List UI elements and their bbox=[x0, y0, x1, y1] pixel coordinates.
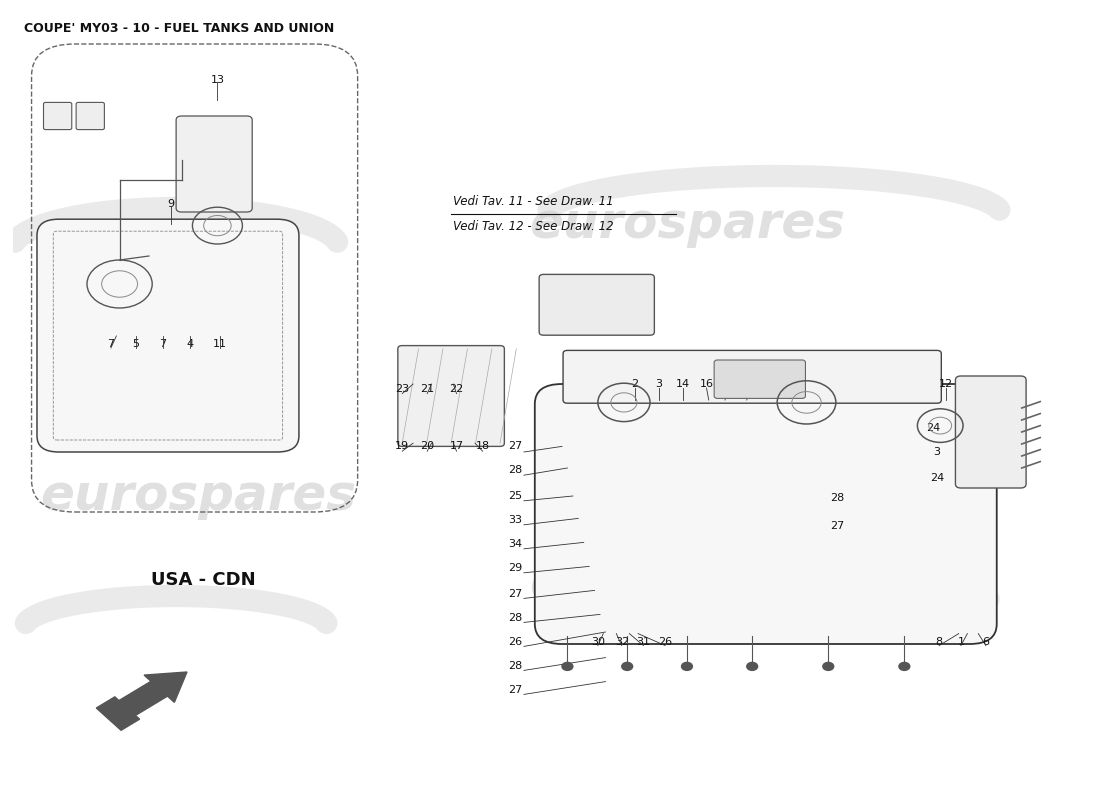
Polygon shape bbox=[97, 697, 140, 730]
Text: 3: 3 bbox=[934, 447, 940, 457]
FancyBboxPatch shape bbox=[176, 116, 252, 212]
Text: 24: 24 bbox=[926, 423, 940, 433]
Text: 35: 35 bbox=[46, 106, 60, 115]
Text: 23: 23 bbox=[395, 384, 409, 394]
FancyBboxPatch shape bbox=[714, 360, 805, 398]
Text: eurospares: eurospares bbox=[529, 560, 845, 608]
Circle shape bbox=[682, 662, 692, 670]
Text: 3: 3 bbox=[656, 379, 662, 389]
Circle shape bbox=[899, 662, 910, 670]
FancyBboxPatch shape bbox=[37, 219, 299, 452]
Text: 27: 27 bbox=[508, 685, 522, 694]
Circle shape bbox=[621, 662, 632, 670]
Text: 14: 14 bbox=[675, 379, 690, 389]
Text: 9: 9 bbox=[167, 199, 174, 209]
Text: 13: 13 bbox=[210, 75, 224, 85]
Circle shape bbox=[823, 662, 834, 670]
Text: 25: 25 bbox=[508, 491, 522, 501]
Text: 2: 2 bbox=[631, 379, 638, 389]
Text: 36: 36 bbox=[80, 106, 94, 115]
Text: 8: 8 bbox=[936, 637, 943, 646]
FancyBboxPatch shape bbox=[539, 274, 654, 335]
FancyBboxPatch shape bbox=[535, 384, 997, 644]
Text: 11: 11 bbox=[212, 339, 227, 349]
Text: 30: 30 bbox=[591, 637, 605, 646]
Text: 26: 26 bbox=[508, 637, 522, 646]
Text: USA - CDN: USA - CDN bbox=[151, 571, 255, 589]
Text: 21: 21 bbox=[420, 384, 434, 394]
Text: 2: 2 bbox=[747, 379, 754, 389]
Text: 28: 28 bbox=[508, 466, 522, 475]
Text: 27: 27 bbox=[508, 442, 522, 451]
Text: 4: 4 bbox=[187, 339, 194, 349]
Text: 26: 26 bbox=[658, 637, 672, 646]
Text: eurospares: eurospares bbox=[40, 472, 356, 520]
Circle shape bbox=[562, 662, 573, 670]
Text: 27: 27 bbox=[829, 522, 844, 531]
Text: 19: 19 bbox=[395, 442, 409, 451]
Text: 20: 20 bbox=[420, 442, 434, 451]
Text: Vedi Tav. 12 - See Draw. 12: Vedi Tav. 12 - See Draw. 12 bbox=[453, 220, 614, 233]
Text: 29: 29 bbox=[508, 563, 522, 573]
Text: 32: 32 bbox=[615, 637, 629, 646]
FancyBboxPatch shape bbox=[76, 102, 104, 130]
Text: 13: 13 bbox=[960, 379, 975, 389]
Text: 12: 12 bbox=[938, 379, 953, 389]
Text: 6: 6 bbox=[982, 637, 989, 646]
Text: 28: 28 bbox=[508, 661, 522, 670]
Text: 27: 27 bbox=[508, 589, 522, 598]
Text: 1: 1 bbox=[957, 637, 965, 646]
Text: 34: 34 bbox=[508, 539, 522, 549]
FancyBboxPatch shape bbox=[563, 350, 942, 403]
Text: 16: 16 bbox=[700, 379, 714, 389]
FancyBboxPatch shape bbox=[44, 102, 72, 130]
Text: 18: 18 bbox=[475, 442, 490, 451]
FancyBboxPatch shape bbox=[956, 376, 1026, 488]
Text: 15: 15 bbox=[722, 379, 735, 389]
Text: 7: 7 bbox=[108, 339, 114, 349]
Text: 4: 4 bbox=[988, 379, 994, 389]
Text: 33: 33 bbox=[508, 515, 522, 525]
Text: 22: 22 bbox=[450, 384, 464, 394]
Text: 28: 28 bbox=[829, 493, 844, 502]
Text: Vedi Tav. 11 - See Draw. 11: Vedi Tav. 11 - See Draw. 11 bbox=[453, 195, 614, 208]
Polygon shape bbox=[119, 672, 187, 715]
Text: COUPE' MY03 - 10 - FUEL TANKS AND UNION: COUPE' MY03 - 10 - FUEL TANKS AND UNION bbox=[24, 22, 334, 35]
FancyBboxPatch shape bbox=[398, 346, 505, 446]
Text: 12: 12 bbox=[199, 117, 213, 126]
Text: 28: 28 bbox=[508, 613, 522, 622]
Text: 7: 7 bbox=[160, 339, 166, 349]
Text: 10: 10 bbox=[184, 158, 197, 167]
Text: 17: 17 bbox=[450, 442, 463, 451]
Circle shape bbox=[747, 662, 758, 670]
Text: 31: 31 bbox=[637, 637, 650, 646]
Text: 11: 11 bbox=[1009, 379, 1022, 389]
Text: 5: 5 bbox=[132, 339, 140, 349]
Text: 24: 24 bbox=[930, 474, 944, 483]
Text: eurospares: eurospares bbox=[529, 200, 845, 248]
